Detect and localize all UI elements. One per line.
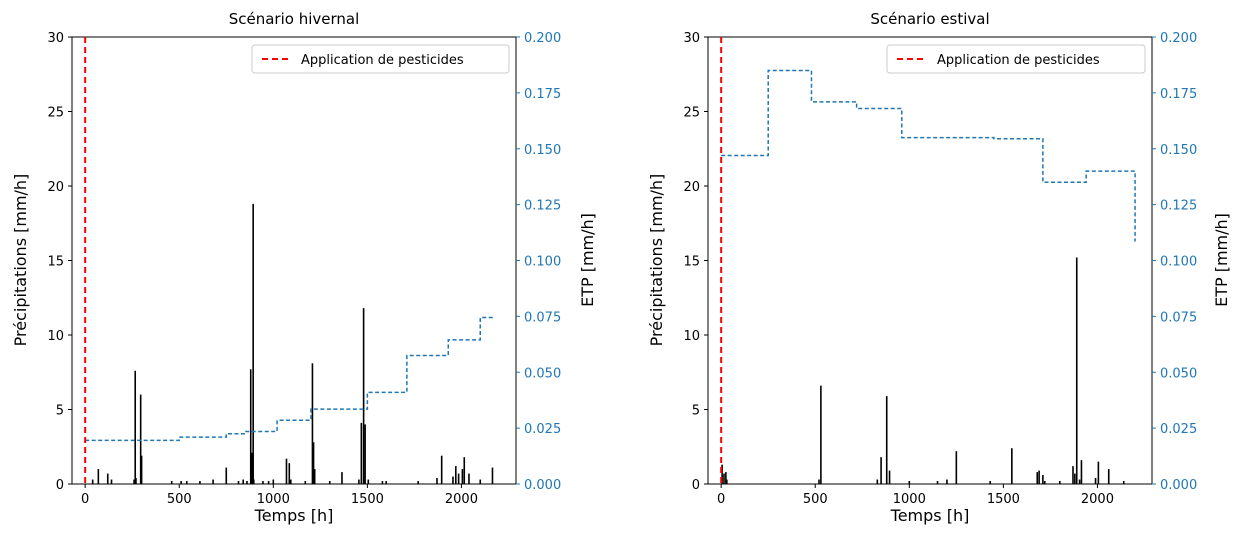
y2-tick-label: 0.050 bbox=[1160, 366, 1197, 381]
y2-tick-label: 0.175 bbox=[524, 87, 561, 102]
etp-series-line bbox=[721, 69, 1136, 242]
y-tick-label: 5 bbox=[692, 404, 700, 419]
legend-label: Application de pesticides bbox=[937, 53, 1100, 68]
y-tick-label: 20 bbox=[683, 180, 700, 195]
plot-frame bbox=[71, 36, 517, 485]
y2-tick-label: 0.000 bbox=[1160, 478, 1197, 493]
chart-marks bbox=[720, 37, 1136, 484]
x-axis-label: Temps [h] bbox=[890, 506, 970, 525]
legend: Application de pesticides bbox=[886, 44, 1146, 74]
x-tick-label: 2000 bbox=[445, 492, 478, 507]
y-tick-label: 10 bbox=[683, 329, 700, 344]
chart-marks bbox=[84, 37, 494, 484]
y-tick-label: 0 bbox=[692, 478, 700, 493]
x-tick-label: 0 bbox=[81, 492, 89, 507]
x-tick-label: 1000 bbox=[257, 492, 290, 507]
x-axis-label: Temps [h] bbox=[254, 506, 334, 525]
y2-tick-label: 0.000 bbox=[524, 478, 561, 493]
y-tick-label: 25 bbox=[47, 106, 64, 121]
x-tick-label: 1500 bbox=[987, 492, 1020, 507]
summer-scenario-panel: 0 500 1000 1500 2000 0 5 10 15 20 25 30 0.000 0.025 0.… bbox=[647, 10, 1231, 525]
plot-frame bbox=[707, 36, 1153, 485]
legend-label: Application de pesticides bbox=[301, 53, 464, 68]
y2-tick-label: 0.150 bbox=[1160, 143, 1197, 158]
y-tick-label: 15 bbox=[47, 255, 64, 270]
y-tick-label: 5 bbox=[56, 404, 64, 419]
x-tick-label: 0 bbox=[717, 492, 725, 507]
x-tick-label: 1500 bbox=[351, 492, 384, 507]
y-tick-label: 15 bbox=[683, 255, 700, 270]
y2-tick-label: 0.200 bbox=[1160, 31, 1197, 46]
y2-tick-label: 0.025 bbox=[524, 422, 561, 437]
y-tick-label: 0 bbox=[56, 478, 64, 493]
y2-tick-label: 0.125 bbox=[1160, 199, 1197, 214]
y2-axis-label: ETP [mm/h] bbox=[578, 213, 597, 307]
axis-ticks: 0 500 1000 1500 2000 0 5 10 15 20 25 30 0.000 0.025 0.… bbox=[47, 31, 561, 507]
y2-tick-label: 0.175 bbox=[1160, 87, 1197, 102]
y2-tick-label: 0.150 bbox=[524, 143, 561, 158]
y2-tick-label: 0.075 bbox=[1160, 310, 1197, 325]
y2-tick-label: 0.100 bbox=[524, 255, 561, 270]
axis-ticks: 0 500 1000 1500 2000 0 5 10 15 20 25 30 0.000 0.025 0.… bbox=[683, 31, 1197, 507]
y2-tick-label: 0.075 bbox=[524, 310, 561, 325]
y-tick-label: 20 bbox=[47, 180, 64, 195]
winter-scenario-panel: 0 500 1000 1500 2000 0 5 10 15 20 25 30 0.000 0.025 0.… bbox=[11, 10, 597, 525]
y-axis-label: Précipitations [mm/h] bbox=[11, 174, 30, 347]
y-tick-label: 25 bbox=[683, 106, 700, 121]
legend-box bbox=[886, 44, 1146, 74]
legend: Application de pesticides bbox=[251, 44, 510, 74]
y-axis-label: Précipitations [mm/h] bbox=[647, 174, 666, 347]
x-tick-label: 500 bbox=[167, 492, 192, 507]
y2-tick-label: 0.050 bbox=[524, 366, 561, 381]
y2-axis-label: ETP [mm/h] bbox=[1212, 213, 1231, 307]
legend-box bbox=[251, 44, 510, 74]
y-tick-label: 30 bbox=[683, 31, 700, 46]
x-tick-label: 1000 bbox=[893, 492, 926, 507]
x-tick-label: 500 bbox=[803, 492, 828, 507]
y-tick-label: 10 bbox=[47, 329, 64, 344]
x-tick-label: 2000 bbox=[1081, 492, 1114, 507]
y2-tick-label: 0.125 bbox=[524, 199, 561, 214]
chart-title: Scénario estival bbox=[870, 10, 989, 28]
y-tick-label: 30 bbox=[47, 31, 64, 46]
y2-tick-label: 0.200 bbox=[524, 31, 561, 46]
etp-series-line bbox=[85, 316, 494, 442]
chart-title: Scénario hivernal bbox=[229, 10, 360, 28]
y2-tick-label: 0.025 bbox=[1160, 422, 1197, 437]
y2-tick-label: 0.100 bbox=[1160, 255, 1197, 270]
